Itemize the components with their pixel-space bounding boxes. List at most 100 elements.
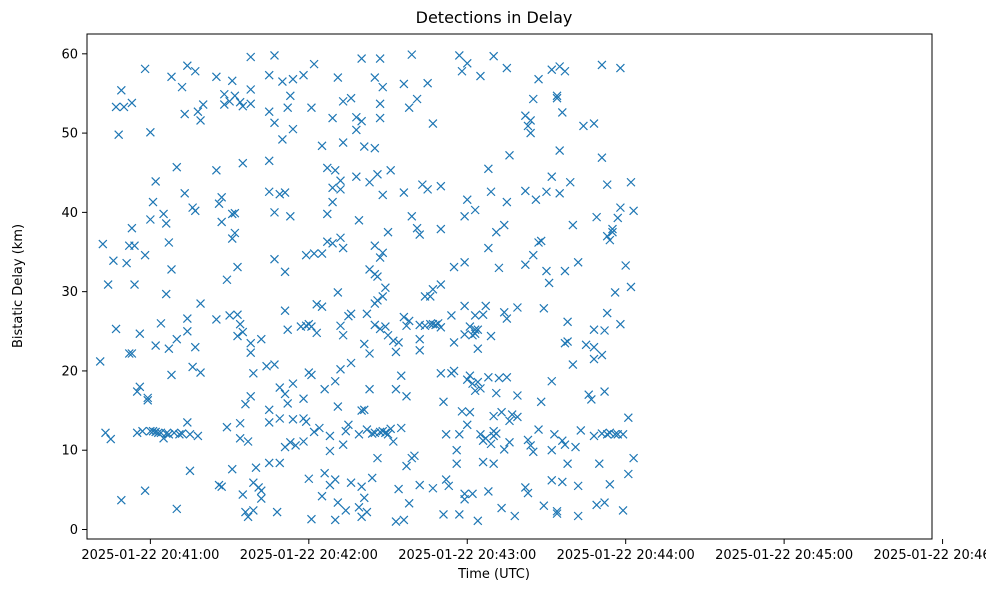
data-point-362 [470, 205, 480, 215]
data-point-418 [523, 435, 533, 445]
data-point-294 [402, 321, 411, 331]
data-point-216 [338, 243, 348, 253]
data-point-274 [380, 322, 390, 331]
data-point-502 [615, 319, 625, 329]
data-point-460 [565, 177, 575, 187]
data-point-459 [563, 459, 573, 469]
data-point-284 [391, 384, 401, 394]
data-point-296 [402, 461, 411, 471]
data-point-186 [317, 249, 327, 259]
data-point-450 [557, 436, 567, 446]
data-point-351 [460, 494, 470, 504]
data-point-312 [420, 321, 430, 331]
data-point-403 [502, 372, 512, 382]
data-point-148 [280, 188, 290, 197]
data-point-54 [172, 504, 182, 514]
data-point-192 [322, 237, 332, 247]
data-point-430 [536, 236, 546, 246]
data-point-484 [600, 326, 609, 335]
chart-title: Detections in Delay [416, 8, 573, 27]
data-point-245 [365, 177, 374, 187]
data-point-80 [211, 314, 221, 324]
data-point-163 [291, 441, 301, 450]
data-point-431 [536, 397, 546, 407]
data-point-343 [454, 509, 464, 519]
data-point-269 [378, 190, 388, 200]
data-point-125 [256, 494, 266, 503]
data-point-95 [227, 464, 237, 474]
data-point-92 [227, 234, 237, 243]
data-point-504 [618, 429, 628, 439]
data-point-9 [116, 85, 126, 95]
data-point-479 [594, 459, 604, 469]
data-point-105 [235, 433, 245, 443]
data-point-285 [391, 517, 401, 526]
data-point-263 [375, 99, 385, 109]
data-point-491 [605, 235, 615, 245]
data-point-159 [288, 124, 298, 134]
data-point-259 [373, 272, 382, 282]
data-point-151 [280, 389, 290, 399]
data-point-24 [138, 426, 147, 436]
data-point-366 [470, 386, 480, 396]
data-point-104 [235, 418, 245, 428]
data-point-248 [365, 384, 374, 394]
data-point-432 [539, 501, 549, 511]
data-point-196 [325, 446, 335, 456]
data-point-352 [462, 195, 472, 205]
data-point-382 [483, 243, 493, 253]
data-point-47 [164, 344, 174, 354]
data-point-433 [539, 303, 549, 313]
data-point-21 [132, 428, 142, 438]
data-point-291 [399, 188, 409, 197]
data-point-71 [190, 342, 200, 352]
data-point-436 [544, 278, 554, 288]
data-point-214 [338, 96, 348, 106]
data-point-278 [383, 429, 393, 439]
data-point-50 [167, 370, 176, 380]
data-point-37 [151, 177, 161, 186]
data-point-29 [143, 395, 153, 405]
data-point-364 [470, 325, 480, 335]
data-point-180 [309, 249, 319, 259]
data-point-4 [106, 434, 116, 444]
data-point-217 [338, 330, 348, 340]
data-point-494 [608, 227, 617, 237]
data-point-465 [573, 511, 583, 521]
data-point-266 [375, 324, 385, 334]
data-point-142 [275, 189, 285, 199]
data-point-405 [505, 416, 514, 426]
data-point-346 [460, 211, 470, 221]
data-point-20 [132, 387, 142, 396]
data-point-493 [605, 428, 615, 438]
data-point-64 [182, 326, 192, 336]
data-point-78 [211, 72, 221, 82]
data-point-233 [357, 54, 367, 64]
data-point-86 [219, 89, 229, 99]
data-point-52 [169, 428, 179, 438]
data-point-224 [346, 309, 356, 319]
data-point-26 [140, 486, 150, 496]
data-point-5 [108, 256, 118, 266]
data-point-116 [246, 99, 256, 109]
data-point-344 [457, 66, 467, 76]
data-point-83 [217, 192, 227, 202]
data-point-271 [378, 291, 388, 301]
data-point-210 [336, 184, 345, 194]
data-point-243 [362, 425, 372, 435]
data-point-44 [161, 289, 171, 299]
data-point-359 [468, 489, 477, 499]
data-point-207 [333, 402, 343, 412]
data-point-501 [615, 63, 625, 73]
data-point-32 [145, 215, 155, 224]
data-point-408 [507, 410, 517, 419]
x-tick-label-3: 2025-01-22 20:44:00 [557, 548, 695, 563]
data-point-305 [412, 223, 422, 233]
data-point-88 [222, 422, 232, 432]
x-tick-label-4: 2025-01-22 20:45:00 [715, 548, 853, 563]
data-point-128 [262, 361, 271, 371]
data-point-111 [241, 399, 250, 409]
data-point-160 [288, 74, 298, 84]
data-point-453 [560, 66, 570, 76]
data-point-283 [391, 347, 401, 357]
